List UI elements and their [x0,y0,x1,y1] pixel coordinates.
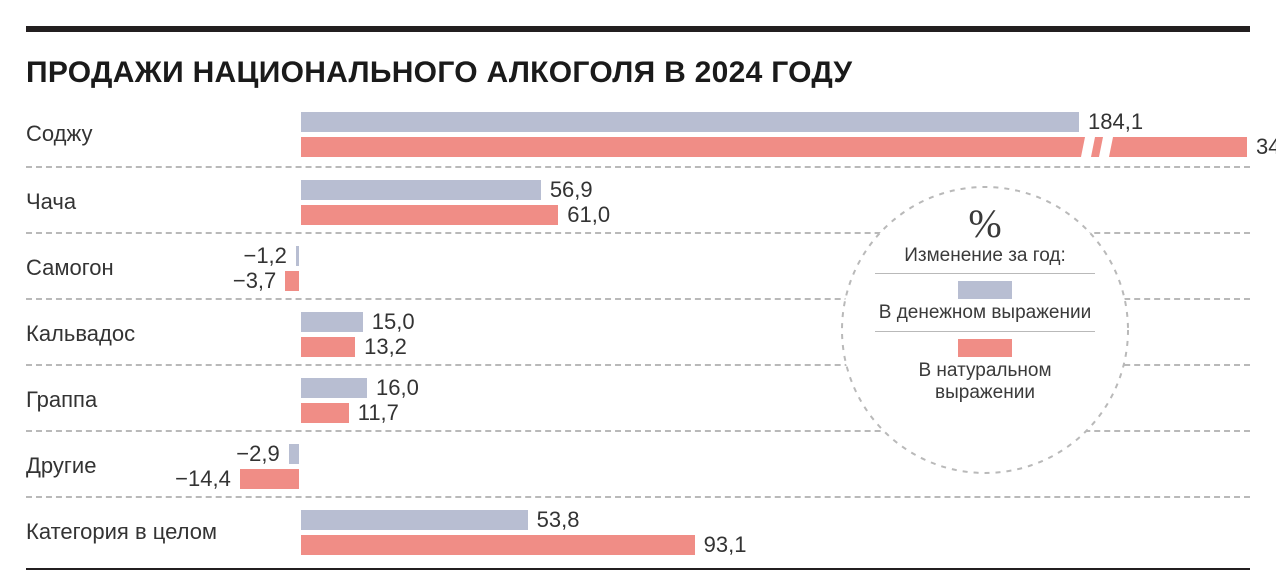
chart-row: Категория в целом53,893,1 [26,502,1250,562]
bar-rect [295,245,300,267]
legend-sep-2 [875,331,1095,332]
chart-page: ПРОДАЖИ НАЦИОНАЛЬНОГО АЛКОГОЛЯ В 2024 ГО… [0,0,1276,586]
bar: 13,2 [300,336,415,358]
bar-value: 15,0 [364,309,423,335]
bar: 11,7 [300,402,407,424]
bottom-rule [26,568,1250,570]
bar: −1,2 [235,245,300,267]
legend-subtitle: Изменение за год: [866,245,1104,267]
legend-sep-1 [875,273,1095,274]
bar: 15,0 [300,311,423,333]
bar-value: 184,1 [1080,109,1151,135]
bar: 53,8 [300,509,587,531]
bar-rect [300,509,529,531]
bar-rect [300,111,1080,133]
bar-rect [300,204,559,226]
bar-rect [300,136,1248,158]
legend-volume-label: В натуральномвыражении [866,360,1104,405]
bar-rect [239,468,300,490]
bar: 184,1 [300,111,1151,133]
bar: −2,9 [228,443,300,465]
bar-value: 348,1 [1248,134,1276,160]
bar-value: −2,9 [228,441,287,467]
bar-value: 93,1 [696,532,755,558]
chart-row: Соджу184,1348,1 [26,102,1250,166]
bar-value: 56,9 [542,177,601,203]
legend-swatch-money [957,280,1013,300]
row-separator [26,496,1250,498]
bar-rect [300,179,542,201]
bar-value: −3,7 [225,268,284,294]
bar: 56,9 [300,179,601,201]
top-rule [26,26,1250,32]
legend-swatch-volume [957,338,1013,358]
bar-rect [300,402,350,424]
bar-value: −1,2 [235,243,294,269]
bar: −14,4 [167,468,300,490]
bar-rect [288,443,300,465]
bar-value: 16,0 [368,375,427,401]
legend-percent: % [866,203,1104,245]
chart-title: ПРОДАЖИ НАЦИОНАЛЬНОГО АЛКОГОЛЯ В 2024 ГО… [26,56,852,90]
bar-rect [300,336,356,358]
row-bars: 53,8 93,1 [26,506,1250,558]
bar-rect [284,270,300,292]
bar: 348,1 [300,136,1276,158]
bar-value: −14,4 [167,466,239,492]
bar-value: 53,8 [529,507,588,533]
bar: −3,7 [225,270,300,292]
legend: % Изменение за год: В денежном выражении… [840,185,1130,475]
bar-value: 11,7 [350,400,407,426]
bar: 93,1 [300,534,755,556]
row-bars: 184,1348,1 [26,106,1250,162]
bar: 61,0 [300,204,618,226]
bar-rect [300,377,368,399]
bar-value: 61,0 [559,202,618,228]
bar-rect [300,311,364,333]
bar-rect [300,534,696,556]
bar-value: 13,2 [356,334,415,360]
bar: 16,0 [300,377,427,399]
row-separator [26,166,1250,168]
legend-money-label: В денежном выражении [866,302,1104,324]
